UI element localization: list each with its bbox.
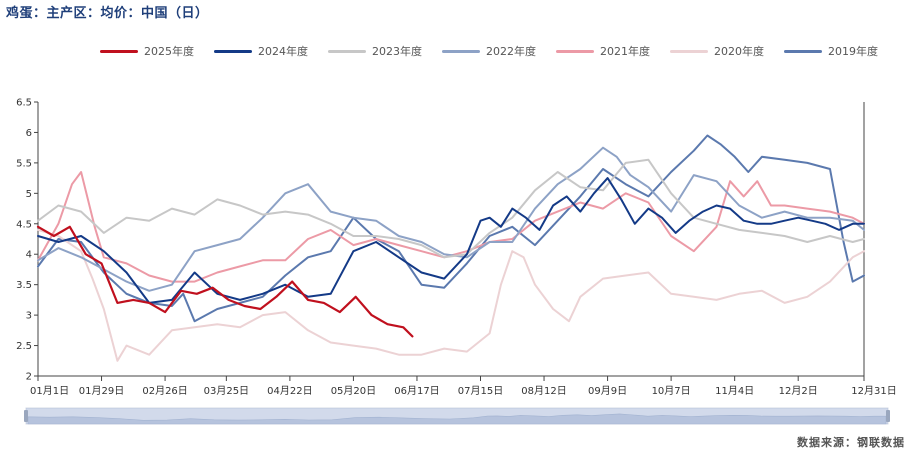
legend-label: 2024年度 <box>258 45 308 58</box>
y-tick-label: 3.5 <box>16 280 32 291</box>
x-tick-label: 11月4日 <box>715 385 754 397</box>
zoom-handle-right[interactable] <box>886 410 890 422</box>
chart-title: 鸡蛋：主产区：均价：中国（日） <box>6 6 209 21</box>
y-tick-label: 5.5 <box>16 158 32 169</box>
x-tick-label: 08月12日 <box>521 385 566 397</box>
x-tick-label: 05月20日 <box>331 385 376 397</box>
legend-label: 2023年度 <box>372 45 422 58</box>
y-tick-label: 5 <box>26 189 32 200</box>
x-tick-label: 03月25日 <box>204 385 249 397</box>
y-tick-label: 3 <box>26 311 32 322</box>
data-source: 数据来源：钢联数据 <box>797 436 905 449</box>
x-tick-label: 12月31日 <box>851 385 896 397</box>
zoom-handle-left[interactable] <box>24 410 28 422</box>
x-tick-label: 06月17日 <box>394 385 439 397</box>
legend-label: 2019年度 <box>828 45 878 58</box>
y-tick-label: 4.5 <box>16 219 32 230</box>
axes: 2 2.5 3 3.5 4 4.5 5 5.5 6 6.5 01月1日 01月29日 02月26日 03月… <box>16 98 897 398</box>
y-tick-label: 4 <box>26 250 32 261</box>
legend-item[interactable]: 2019年度 <box>784 43 878 59</box>
legend-swatch <box>556 49 594 53</box>
plot-area <box>36 134 865 362</box>
zoom-preview <box>27 413 887 425</box>
legend-swatch <box>100 49 138 53</box>
y-tick-label: 6.5 <box>16 98 32 109</box>
legend-swatch <box>328 49 366 53</box>
legend: 2025年度 2024年度 2023年度 2022年度 2021年度 2020年度 2019… <box>100 42 898 60</box>
legend-swatch <box>442 49 480 53</box>
legend-label: 2022年度 <box>486 45 536 58</box>
legend-item[interactable]: 2024年度 <box>214 43 308 59</box>
legend-item[interactable]: 2020年度 <box>670 43 764 59</box>
series-line-2022年度[interactable] <box>37 146 865 292</box>
legend-swatch <box>784 49 822 53</box>
legend-swatch <box>214 49 252 53</box>
series-line-2025年度[interactable] <box>36 225 414 338</box>
series-line-2024年度[interactable] <box>37 177 865 304</box>
legend-label: 2025年度 <box>144 45 194 58</box>
series-line-2020年度[interactable] <box>37 228 865 362</box>
x-tick-label: 10月7日 <box>652 385 691 397</box>
legend-label: 2021年度 <box>600 45 650 58</box>
y-tick-label: 2 <box>26 372 32 383</box>
x-tick-label: 07月15日 <box>458 385 503 397</box>
x-tick-label: 01月29日 <box>79 385 124 397</box>
legend-item[interactable]: 2023年度 <box>328 43 422 59</box>
x-tick-label: 04月22日 <box>267 385 312 397</box>
x-tick-label: 01月1日 <box>30 385 69 397</box>
legend-swatch <box>670 49 708 53</box>
zoom-selection[interactable] <box>26 408 888 424</box>
x-tick-label: 09月9日 <box>588 385 627 397</box>
legend-label: 2020年度 <box>714 45 764 58</box>
data-zoom-slider <box>24 407 890 425</box>
x-tick-label: 02月26日 <box>142 385 187 397</box>
y-tick-label: 6 <box>26 128 32 139</box>
y-tick-label: 2.5 <box>16 341 32 352</box>
legend-item[interactable]: 2021年度 <box>556 43 650 59</box>
legend-item[interactable]: 2022年度 <box>442 43 536 59</box>
x-tick-label: 12月2日 <box>779 385 818 397</box>
legend-item[interactable]: 2025年度 <box>100 43 194 59</box>
series-line-2023年度[interactable] <box>37 158 865 259</box>
series-line-2021年度[interactable] <box>37 171 865 283</box>
